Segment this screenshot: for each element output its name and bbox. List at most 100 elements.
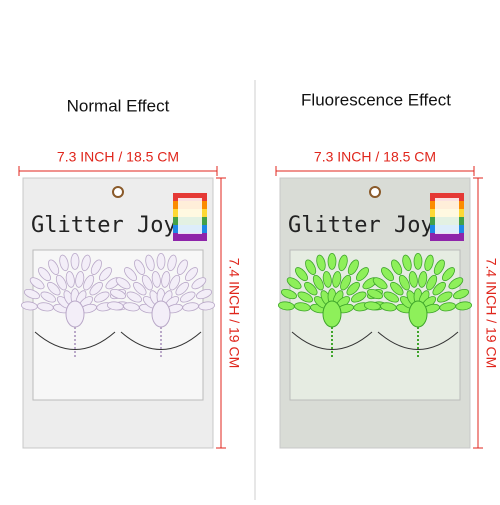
gem [322, 271, 332, 288]
gem [141, 274, 153, 291]
gem [134, 259, 146, 275]
logo-stripe [430, 193, 464, 201]
height-label: 7.4 INCH / 19 CM [226, 258, 242, 368]
gem [48, 259, 60, 275]
center-gem [408, 300, 428, 328]
gem [195, 288, 213, 300]
gem [70, 252, 80, 270]
gem [424, 254, 434, 272]
sticker-sheet [289, 249, 461, 401]
gem [40, 291, 57, 303]
gem [340, 274, 352, 291]
gem [151, 271, 161, 288]
sticker-outline [291, 331, 373, 350]
gem [332, 271, 342, 288]
gem [115, 277, 131, 290]
gem [383, 291, 400, 303]
gem [81, 254, 91, 272]
logo-stripe [430, 233, 464, 241]
gem [156, 252, 166, 270]
gem [161, 271, 171, 288]
gem [99, 267, 112, 282]
brand-logo [430, 193, 464, 241]
gem [442, 267, 455, 282]
gem [133, 281, 147, 296]
gem [280, 288, 298, 300]
gem [176, 259, 188, 275]
gem [93, 291, 110, 303]
gem [55, 274, 67, 291]
gem [295, 267, 308, 282]
gem [402, 254, 412, 272]
logo-stripe [173, 193, 207, 201]
gem [327, 252, 337, 270]
gem [124, 267, 137, 282]
gem [426, 274, 438, 291]
gem [452, 288, 470, 300]
gem [185, 267, 198, 282]
gem [346, 281, 360, 296]
gem [89, 281, 103, 296]
gem [372, 277, 388, 290]
width-label: 7.3 INCH / 18.5 CM [314, 149, 436, 165]
panel-heading: Normal Effect [67, 96, 170, 115]
hang-hole [112, 186, 124, 198]
gem [38, 267, 51, 282]
gem [312, 274, 324, 291]
height-label: 7.4 INCH / 19 CM [483, 258, 499, 368]
gem [198, 301, 216, 311]
sticker-outline [120, 331, 202, 350]
width-label: 7.3 INCH / 18.5 CM [57, 149, 179, 165]
gem [83, 274, 95, 291]
gem [59, 254, 69, 272]
gem [297, 291, 314, 303]
gem [75, 271, 85, 288]
gem-sticker [363, 252, 473, 357]
gem [433, 259, 445, 275]
gem [363, 301, 381, 311]
gem [126, 291, 143, 303]
gem [277, 301, 295, 311]
gem [145, 254, 155, 272]
gem [356, 267, 369, 282]
brand-name: Glitter Joy [31, 213, 177, 238]
gem [169, 274, 181, 291]
brand-logo [173, 193, 207, 241]
gem [65, 271, 75, 288]
gem [391, 259, 403, 275]
center-gem [65, 300, 85, 328]
gem [90, 259, 102, 275]
gem [304, 281, 318, 296]
gem [413, 252, 423, 270]
center-gem [151, 300, 171, 328]
gem [23, 288, 41, 300]
gem [436, 291, 453, 303]
gem [106, 301, 124, 311]
logo-inner [178, 198, 202, 234]
gem [191, 277, 207, 290]
sticker-outline [34, 331, 116, 350]
gem [20, 301, 38, 311]
gem [455, 301, 473, 311]
brand-name: Glitter Joy [288, 213, 434, 238]
gem [381, 267, 394, 282]
sticker-outline [377, 331, 459, 350]
gem-sticker [106, 252, 216, 357]
gem [338, 254, 348, 272]
gem [366, 288, 384, 300]
center-gem [322, 300, 342, 328]
gem [432, 281, 446, 296]
gem [316, 254, 326, 272]
gem [347, 259, 359, 275]
gem [167, 254, 177, 272]
gem [448, 277, 464, 290]
gem [47, 281, 61, 296]
panel-heading: Fluorescence Effect [301, 90, 451, 109]
logo-stripe [173, 233, 207, 241]
hang-hole [369, 186, 381, 198]
gem [398, 274, 410, 291]
logo-inner [435, 198, 459, 234]
gem [390, 281, 404, 296]
gem [305, 259, 317, 275]
